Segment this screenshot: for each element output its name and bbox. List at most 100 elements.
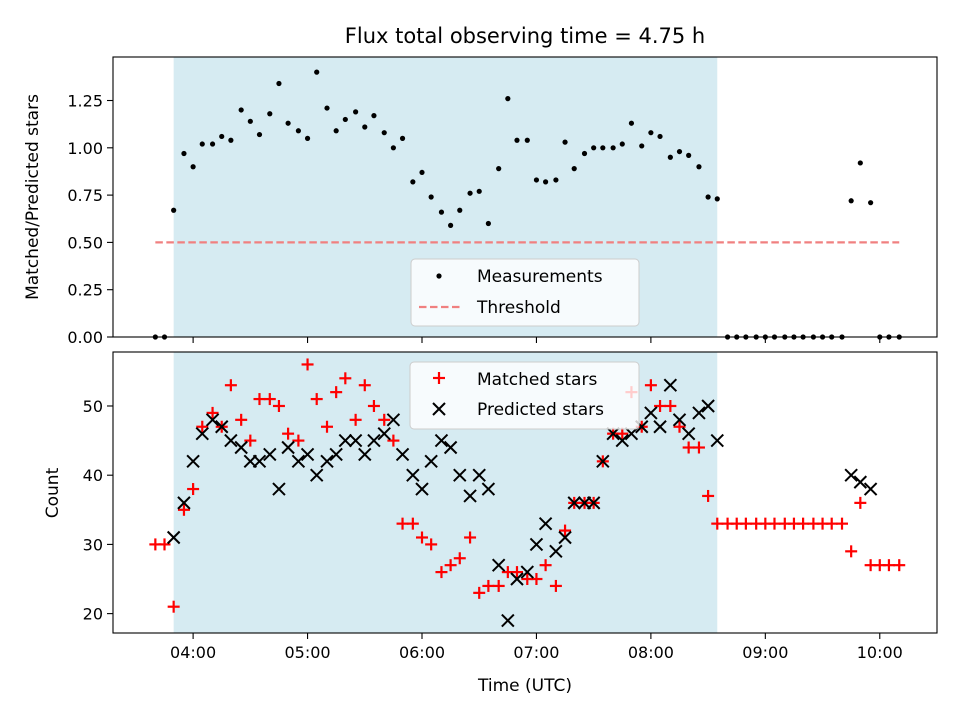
matched-stars-point — [673, 420, 686, 433]
matched-stars-point — [893, 559, 906, 572]
measurement-point — [857, 160, 863, 166]
matched-stars-point — [473, 586, 486, 599]
chart-title: Flux total observing time = 4.75 h — [345, 24, 705, 48]
matched-stars-point — [539, 559, 552, 572]
measurement-point — [199, 141, 205, 147]
matched-stars-point — [825, 517, 838, 530]
matched-stars-point — [244, 434, 257, 447]
predicted-stars-point — [692, 406, 706, 420]
y-tick-label: 0.50 — [67, 233, 103, 252]
matched-stars-point — [482, 579, 495, 592]
legend-threshold-label: Threshold — [476, 298, 561, 318]
matched-stars-point — [464, 531, 477, 544]
predicted-stars-point — [281, 440, 295, 455]
predicted-stars-point — [586, 496, 601, 510]
predicted-stars-point — [624, 426, 639, 441]
count-legend: Matched stars Predicted stars — [409, 361, 640, 430]
measurement-point — [667, 154, 673, 160]
y-tick-label: 20 — [83, 605, 103, 624]
predicted-stars-point — [663, 378, 678, 392]
predicted-stars-point — [195, 426, 209, 441]
matched-stars-point — [406, 517, 419, 530]
predicted-stars-point — [358, 447, 372, 462]
predicted-stars-point — [166, 530, 181, 545]
predicted-stars-point — [415, 482, 429, 496]
legend-predicted-label: Predicted stars — [477, 400, 604, 420]
y-tick-label: 1.25 — [67, 92, 103, 111]
predicted-stars-point — [529, 537, 544, 552]
matched-stars-point — [664, 399, 677, 412]
matched-stars-point — [330, 386, 343, 399]
matched-stars-point — [367, 399, 380, 412]
matched-stars-point — [416, 531, 428, 544]
measurement-point — [848, 198, 854, 204]
measurement-point — [276, 80, 282, 87]
x-tick-label: 04:00 — [170, 643, 216, 662]
measurement-point — [256, 131, 263, 138]
count-panel: 20 30 40 50 04:00 05:00 06:00 07:00 08:00 09:00 1… — [43, 351, 938, 662]
measurement-point — [591, 145, 597, 151]
measurement-point — [648, 130, 654, 136]
measurement-point — [333, 128, 339, 134]
x-axis-label: Time (UTC) — [477, 676, 572, 696]
matched-stars-point — [282, 427, 295, 440]
predicted-stars-point — [395, 447, 410, 462]
measurement-point — [181, 150, 187, 157]
matched-stars-point — [711, 517, 724, 530]
measurement-point — [399, 135, 406, 141]
matched-stars-point — [187, 483, 200, 496]
y-tick-label: 0.75 — [67, 186, 103, 205]
matched-stars-point — [616, 427, 629, 440]
predicted-stars-point — [186, 454, 200, 469]
y-tick-label: 0.25 — [67, 281, 103, 300]
matched-stars-point — [396, 517, 409, 530]
measurement-point — [285, 120, 291, 126]
predicted-stars-point — [434, 433, 449, 448]
matched-stars-point — [224, 379, 237, 392]
measurement-point — [600, 145, 606, 151]
x-tick-label: 06:00 — [399, 643, 445, 662]
measurement-point — [868, 200, 874, 206]
measurement-point — [628, 120, 635, 126]
measurement-point — [496, 166, 502, 172]
measurement-point — [524, 137, 530, 143]
measurement-point — [571, 166, 577, 172]
predicted-stars-point — [520, 565, 534, 579]
matched-stars-point — [836, 517, 849, 530]
predicted-stars-point — [491, 558, 506, 572]
measurement-point — [247, 118, 253, 124]
measurement-point — [676, 148, 683, 155]
measurement-point — [171, 207, 177, 213]
matched-stars-point — [378, 413, 391, 426]
matched-stars-point — [768, 517, 781, 530]
predicted-stars-point — [481, 482, 496, 496]
y-tick-label: 30 — [83, 535, 103, 554]
predicted-stars-point — [320, 454, 334, 469]
predicted-stars-point — [443, 440, 458, 455]
matched-stars-point — [702, 489, 715, 502]
measurement-point — [353, 109, 359, 115]
ratio-axes-frame — [112, 56, 938, 338]
matched-stars-point — [797, 517, 810, 530]
predicted-stars-point — [234, 440, 248, 455]
predicted-stars-point — [644, 406, 658, 420]
measurement-point — [428, 194, 434, 200]
matched-stars-point — [349, 413, 362, 426]
matched-stars-point — [339, 372, 352, 385]
measurement-point — [639, 143, 645, 149]
matched-stars-point — [549, 579, 562, 592]
predicted-stars-point — [681, 426, 696, 441]
matched-stars-point — [492, 579, 505, 592]
matched-stars-point — [358, 379, 371, 392]
measurement-point — [714, 196, 720, 202]
matched-stars-point — [263, 393, 276, 406]
predicted-stars-point — [538, 516, 553, 531]
measurement-point — [390, 145, 396, 151]
count-axes-frame — [112, 351, 938, 634]
predicted-stars-point — [263, 447, 277, 462]
measurement-point — [295, 128, 301, 134]
matched-stars-point — [292, 434, 305, 447]
measurement-point — [457, 207, 463, 213]
matched-stars-point — [530, 573, 543, 586]
predicted-stars-point — [549, 544, 563, 559]
